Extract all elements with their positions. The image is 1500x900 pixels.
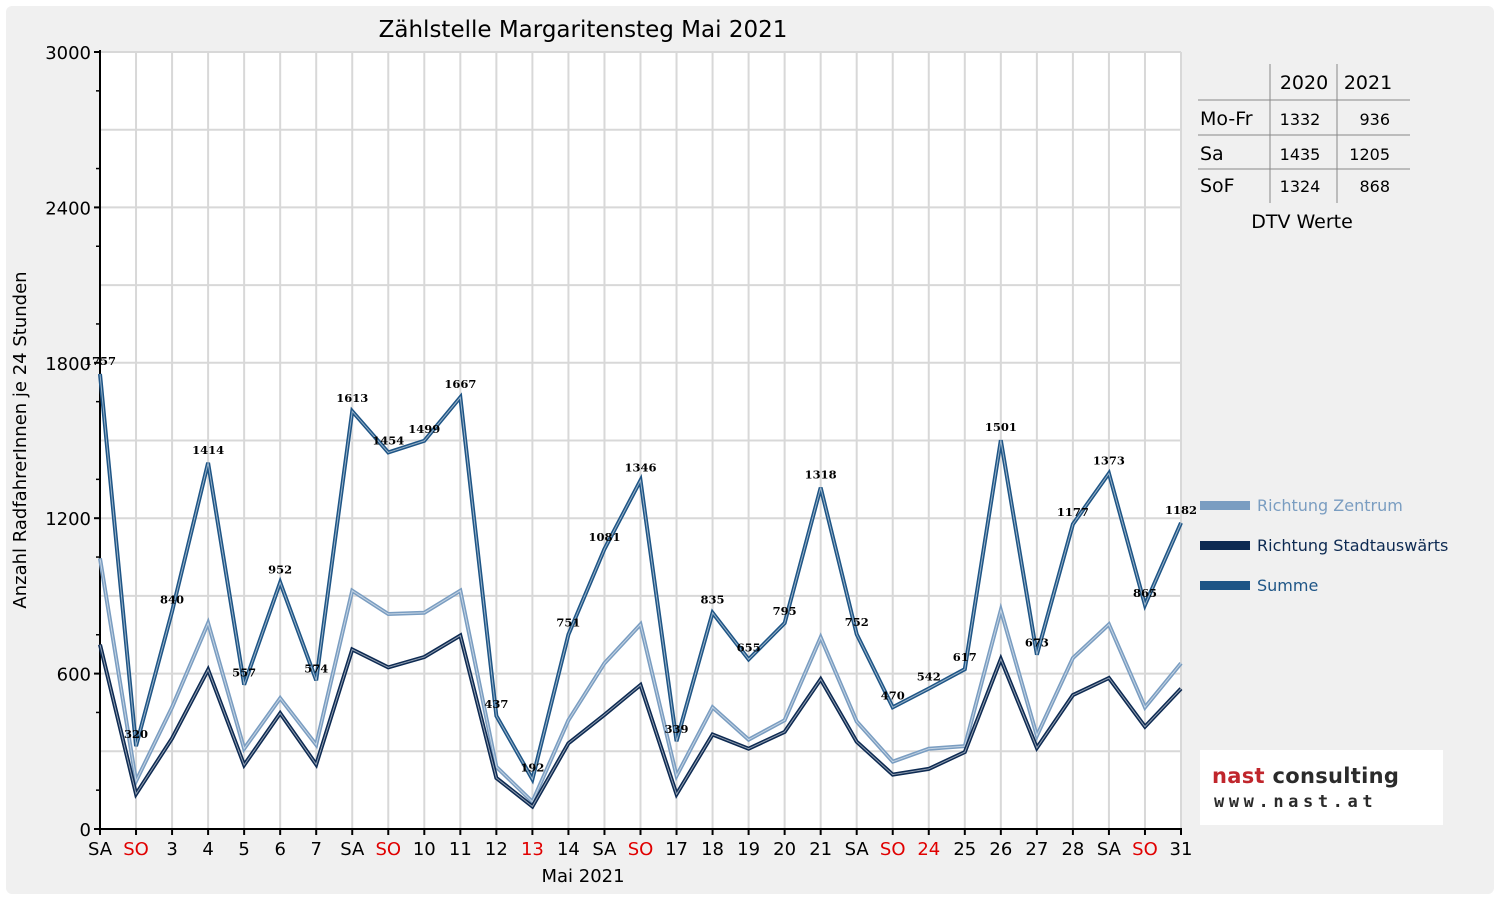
x-tick-label: 12: [485, 839, 508, 860]
y-tick-label: 600: [57, 665, 91, 686]
dtv-row-label: SoF: [1200, 175, 1235, 197]
x-tick-label: SO: [123, 839, 149, 860]
series-line-highlight: [99, 373, 1182, 781]
data-label: 1346: [624, 460, 656, 474]
x-tick-label: 20: [773, 839, 796, 860]
x-tick-label: SA: [592, 839, 617, 860]
company-logo: nast consulting www.nast.at: [1200, 750, 1443, 825]
x-tick-label: SA: [88, 839, 113, 860]
x-tick-label: 21: [809, 839, 832, 860]
data-label: 470: [881, 688, 905, 702]
x-tick-label: 26: [989, 839, 1012, 860]
dtv-header-2020: 2020: [1280, 72, 1328, 94]
data-label: 1454: [372, 433, 404, 447]
logo-name-part2: consulting: [1264, 764, 1400, 788]
dtv-header-2021: 2021: [1344, 72, 1392, 94]
dtv-cell: 1324: [1280, 177, 1321, 196]
x-tick-label: 11: [449, 839, 472, 860]
x-tick-label: SO: [1132, 839, 1158, 860]
legend-label: Summe: [1257, 576, 1318, 595]
data-label: 542: [917, 670, 941, 684]
series-line-highlight: [99, 634, 1182, 808]
data-label: 865: [1133, 586, 1157, 600]
data-label: 1501: [985, 420, 1017, 434]
x-tick-label: 27: [1025, 839, 1048, 860]
x-tick-label: SA: [1097, 839, 1122, 860]
x-tick-label: SO: [375, 839, 401, 860]
data-label: 192: [520, 760, 544, 774]
data-label: 655: [737, 640, 761, 654]
logo-name-part1: nast: [1212, 764, 1265, 788]
dtv-table: 2020 2021 Mo-Fr 1332 936 Sa 1435 1205 So…: [1198, 64, 1410, 233]
data-label: 339: [665, 722, 689, 736]
dtv-row-label: Sa: [1200, 143, 1224, 165]
y-tick-label: 3000: [45, 43, 91, 64]
data-label: 1414: [192, 443, 224, 457]
x-tick-label: 13: [521, 839, 544, 860]
legend-label: Richtung Zentrum: [1257, 496, 1403, 515]
x-axis-title: Mai 2021: [541, 866, 624, 887]
legend-swatch: [1200, 501, 1250, 510]
x-tick-label: 19: [737, 839, 760, 860]
chart-title: Zählstelle Margaritensteg Mai 2021: [379, 17, 788, 43]
dtv-cell: 936: [1359, 110, 1390, 129]
data-label: 1318: [805, 468, 837, 482]
series-line-highlight: [99, 558, 1182, 803]
data-label: 1757: [84, 354, 116, 368]
x-tick-label: 3: [166, 839, 177, 860]
data-label: 1499: [408, 422, 440, 436]
data-label: 1081: [588, 530, 620, 544]
data-label: 437: [484, 697, 508, 711]
data-label: 1667: [444, 377, 476, 391]
data-label: 1177: [1057, 505, 1089, 519]
legend-swatch: [1200, 541, 1250, 550]
dtv-cell: 1205: [1349, 145, 1390, 164]
x-tick-label: 28: [1061, 839, 1084, 860]
logo-name: nast consulting: [1212, 764, 1399, 788]
data-label: 952: [268, 562, 292, 576]
data-label: 673: [1025, 636, 1049, 650]
y-tick-label: 1200: [45, 509, 91, 530]
y-tick-label: 1800: [45, 354, 91, 375]
x-tick-label: SO: [628, 839, 654, 860]
x-tick-label: 31: [1170, 839, 1193, 860]
data-label: 835: [701, 593, 725, 607]
x-tick-label: SO: [880, 839, 906, 860]
data-label: 752: [845, 615, 869, 629]
y-axis-title: Anzahl RadfahrerInnen je 24 Stunden: [10, 271, 31, 608]
dtv-cell: 1435: [1280, 145, 1321, 164]
data-label: 617: [953, 650, 977, 664]
data-label: 751: [556, 615, 580, 629]
x-tick-label: 18: [701, 839, 724, 860]
data-label: 574: [304, 661, 328, 675]
data-label: 1613: [336, 391, 368, 405]
logo-url: www.nast.at: [1214, 792, 1378, 812]
x-tick-label: 25: [953, 839, 976, 860]
x-tick-label: 10: [413, 839, 436, 860]
x-tick-label: 14: [557, 839, 580, 860]
x-tick-label: 5: [238, 839, 249, 860]
data-label: 1182: [1165, 503, 1197, 517]
dtv-cell: 868: [1359, 177, 1390, 196]
x-tick-label: 4: [202, 839, 213, 860]
x-tick-label: SA: [340, 839, 365, 860]
x-tick-label: 7: [310, 839, 321, 860]
data-label: 1373: [1093, 453, 1125, 467]
dtv-row-label: Mo-Fr: [1200, 108, 1253, 130]
y-tick-label: 0: [80, 820, 91, 841]
legend-swatch: [1200, 581, 1250, 590]
x-tick-label: SA: [845, 839, 870, 860]
data-label: 320: [124, 727, 148, 741]
y-tick-label: 2400: [45, 198, 91, 219]
x-tick-label: 17: [665, 839, 688, 860]
legend-label: Richtung Stadtauswärts: [1257, 536, 1448, 555]
data-label: 557: [232, 666, 256, 680]
data-label: 840: [160, 592, 184, 606]
dtv-cell: 1332: [1280, 110, 1321, 129]
x-tick-label: 6: [274, 839, 285, 860]
dtv-caption: DTV Werte: [1251, 211, 1353, 233]
data-label: 795: [773, 604, 797, 618]
x-tick-label: 24: [917, 839, 940, 860]
